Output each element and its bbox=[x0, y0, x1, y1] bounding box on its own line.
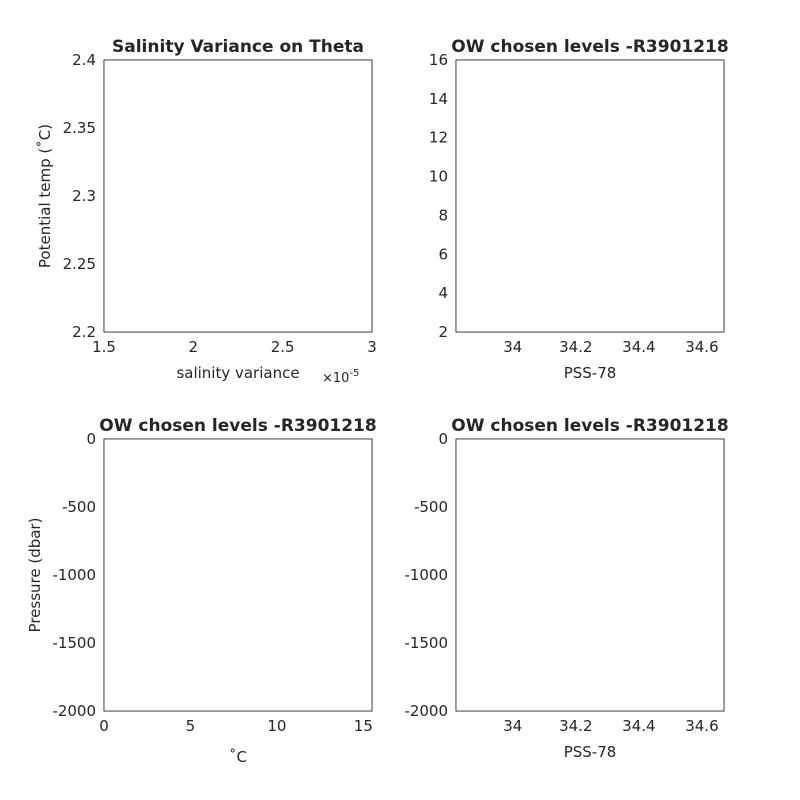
y-tick-label: 6 bbox=[438, 245, 448, 263]
y-tick-label: -1500 bbox=[52, 634, 96, 652]
panel-1-axes-border bbox=[103, 59, 373, 333]
x-tick-label: 34.4 bbox=[622, 338, 655, 356]
x-tick-label: 1.5 bbox=[92, 338, 116, 356]
panel-1-x-exponent: ×10-5 bbox=[322, 368, 359, 386]
y-tick-label: 14 bbox=[429, 90, 448, 108]
y-tick-label: 2.25 bbox=[63, 255, 96, 273]
panel-2-x-axis-label: PSS-78 bbox=[564, 364, 617, 382]
panel-3-axes-border bbox=[103, 438, 373, 712]
y-tick-label: -500 bbox=[62, 498, 96, 516]
panel-2-title: OW chosen levels -R3901218 bbox=[451, 37, 728, 57]
panel-4-x-ticks: 34 34.2 34.4 34.6 bbox=[503, 439, 719, 735]
y-tick-label: 8 bbox=[438, 206, 448, 224]
panel-3: 0 5 10 15 -2000 -1500 -1000 -500 0 OW chosen le… bbox=[26, 416, 377, 766]
x-tick-label: 15 bbox=[354, 717, 373, 735]
x-tick-label: 2.5 bbox=[271, 338, 295, 356]
x-tick-label: 34.2 bbox=[559, 338, 592, 356]
panel-4-title: OW chosen levels -R3901218 bbox=[451, 416, 728, 436]
y-tick-label: -1500 bbox=[404, 634, 448, 652]
panel-1: 1.5 2 2.5 3 2.2 2.25 2.3 2.35 2.4 Salinity Vari… bbox=[36, 37, 377, 386]
panel-4-y-ticks: -2000 -1500 -1000 -500 0 bbox=[404, 430, 724, 720]
x-tick-label: 34 bbox=[503, 717, 522, 735]
panel-4-x-axis-label: PSS-78 bbox=[564, 743, 617, 761]
x-tick-label: 10 bbox=[267, 717, 286, 735]
x-tick-label: 3 bbox=[367, 338, 377, 356]
y-tick-label: -1000 bbox=[52, 566, 96, 584]
panel-3-x-axis-label: ˚C bbox=[229, 748, 247, 766]
x-tick-label: 2 bbox=[189, 338, 199, 356]
y-tick-label: 2.35 bbox=[63, 119, 96, 137]
x-tick-label: 34.4 bbox=[622, 717, 655, 735]
panel-3-x-ticks: 0 5 10 15 bbox=[99, 439, 373, 735]
y-tick-label: -2000 bbox=[52, 702, 96, 720]
x-tick-label: 34.2 bbox=[559, 717, 592, 735]
panel-4-axes-border bbox=[455, 438, 725, 712]
panel-3-y-ticks: -2000 -1500 -1000 -500 0 bbox=[52, 430, 372, 720]
x-tick-label: 34.6 bbox=[685, 338, 718, 356]
y-tick-label: 2 bbox=[438, 323, 448, 341]
y-tick-label: 10 bbox=[429, 168, 448, 186]
y-tick-label: -500 bbox=[414, 498, 448, 516]
panel-3-y-axis-label: Pressure (dbar) bbox=[26, 518, 44, 633]
x-tick-label: 0 bbox=[99, 717, 109, 735]
x-tick-label: 34 bbox=[503, 338, 522, 356]
panel-1-title: Salinity Variance on Theta bbox=[112, 37, 364, 57]
panel-3-title: OW chosen levels -R3901218 bbox=[99, 416, 376, 436]
y-tick-label: 0 bbox=[438, 430, 448, 448]
y-tick-label: -1000 bbox=[404, 566, 448, 584]
y-tick-label: 2.2 bbox=[72, 323, 96, 341]
y-tick-label: 2.4 bbox=[72, 51, 96, 69]
panel-2-x-ticks: 34 34.2 34.4 34.6 bbox=[503, 60, 719, 356]
panel-1-y-ticks: 2.2 2.25 2.3 2.35 2.4 bbox=[63, 51, 372, 341]
y-tick-label: 2.3 bbox=[72, 187, 96, 205]
panel-1-y-axis-label: Potential temp (˚C) bbox=[36, 124, 54, 268]
panel-1-x-axis-label: salinity variance bbox=[176, 364, 299, 382]
y-tick-label: 12 bbox=[429, 129, 448, 147]
y-tick-label: 0 bbox=[86, 430, 96, 448]
panel-4: 34 34.2 34.4 34.6 -2000 -1500 -1000 -500 0 OW c… bbox=[404, 416, 728, 761]
y-tick-label: 4 bbox=[438, 284, 448, 302]
x-tick-label: 5 bbox=[186, 717, 196, 735]
y-tick-label: -2000 bbox=[404, 702, 448, 720]
panel-2: 34 34.2 34.4 34.6 2 4 6 8 10 12 14 16 OW chosen le… bbox=[429, 37, 729, 382]
x-tick-label: 34.6 bbox=[685, 717, 718, 735]
panel-2-axes-border bbox=[455, 59, 725, 333]
y-tick-label: 16 bbox=[429, 51, 448, 69]
